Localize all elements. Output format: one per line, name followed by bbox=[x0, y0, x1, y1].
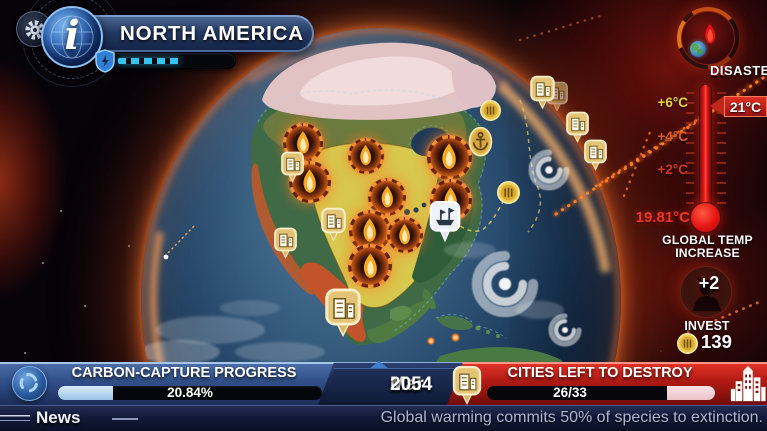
ember-map-icon[interactable] bbox=[427, 337, 435, 345]
cities-count: 26/33 bbox=[553, 385, 587, 400]
region-banner: NORTH AMERICA bbox=[84, 15, 314, 52]
city-pin-map-icon[interactable] bbox=[319, 206, 348, 242]
thermometer-ticks bbox=[686, 92, 694, 208]
globe-lines-icon bbox=[50, 15, 94, 59]
temp-tick-plus4: +4°C bbox=[657, 129, 688, 144]
cities-progress-fill bbox=[666, 386, 715, 400]
region-title: NORTH AMERICA bbox=[120, 22, 304, 45]
fire-disaster-map-icon[interactable] bbox=[346, 242, 394, 290]
city-pin-map-icon[interactable] bbox=[528, 74, 557, 110]
info-icon: i bbox=[64, 12, 80, 59]
city-pin-map-icon[interactable] bbox=[279, 150, 306, 184]
date-panel: Mar 2054 bbox=[326, 368, 454, 402]
city-pin-map-icon[interactable] bbox=[564, 110, 591, 144]
region-progress-bar bbox=[100, 52, 236, 69]
gear-icon bbox=[25, 20, 45, 40]
hurricane-map-icon[interactable] bbox=[471, 250, 539, 318]
base-temperature: 19.81°C bbox=[635, 209, 690, 226]
news-bar: News Global warming commits 50% of speci… bbox=[0, 405, 767, 431]
coin-icon bbox=[677, 333, 698, 354]
investor-silhouette-icon bbox=[692, 277, 722, 312]
skyline-icon bbox=[730, 366, 766, 402]
thermometer-bulb bbox=[690, 202, 721, 233]
coin-map-icon[interactable] bbox=[496, 180, 520, 204]
disaster-button[interactable] bbox=[677, 7, 739, 69]
carbon-progress-bar: 20.84% bbox=[58, 385, 322, 400]
anchor-badge-map-icon[interactable] bbox=[468, 126, 493, 157]
coin-map-icon[interactable] bbox=[479, 99, 501, 121]
current-temp-pointer bbox=[710, 96, 724, 116]
news-decoration-line bbox=[112, 418, 138, 420]
current-temperature: 21°C bbox=[724, 96, 767, 117]
carbon-progress-value: 20.84% bbox=[167, 385, 213, 400]
date-expand-arrow[interactable] bbox=[369, 361, 389, 369]
city-badge-icon bbox=[452, 366, 482, 405]
invest-boost: +2 bbox=[698, 273, 720, 293]
disaster-label: DISASTER bbox=[710, 63, 767, 78]
disaster-count: 10 bbox=[710, 63, 728, 80]
info-button[interactable]: i bbox=[41, 6, 103, 68]
invest-button[interactable]: +2 bbox=[680, 266, 732, 318]
ship-pin-map-icon[interactable] bbox=[427, 199, 463, 243]
hurricane-map-icon[interactable] bbox=[548, 313, 582, 347]
carbon-progress-fill bbox=[58, 386, 114, 400]
hurricane-map-icon[interactable] bbox=[528, 149, 570, 191]
city-pin-large-map-icon[interactable] bbox=[322, 286, 364, 339]
recycle-icon bbox=[19, 373, 38, 393]
thermometer-ticks bbox=[717, 92, 726, 208]
fire-disaster-map-icon[interactable] bbox=[424, 132, 474, 182]
carbon-capture-button[interactable] bbox=[12, 366, 47, 401]
earth-icon bbox=[690, 41, 706, 57]
flame-icon bbox=[703, 21, 717, 45]
fire-disaster-map-icon[interactable] bbox=[346, 136, 386, 176]
global-temp-caption: GLOBAL TEMP INCREASE bbox=[662, 233, 753, 260]
cities-progress-bar: 26/33 bbox=[487, 385, 715, 400]
news-label: News bbox=[36, 408, 81, 427]
settings-button[interactable] bbox=[16, 11, 52, 47]
ember-map-icon[interactable] bbox=[450, 332, 460, 342]
news-decoration-line bbox=[0, 415, 30, 421]
news-ticker: Global warming commits 50% of species to… bbox=[380, 409, 763, 426]
invest-label: INVEST bbox=[684, 319, 730, 333]
shield-icon bbox=[95, 49, 115, 73]
temp-tick-plus2: +2°C bbox=[657, 162, 688, 177]
city-pin-map-icon[interactable] bbox=[272, 226, 299, 260]
coin-count: 139 bbox=[701, 331, 732, 352]
carbon-capture-title: CARBON-CAPTURE PROGRESS bbox=[71, 365, 297, 381]
fire-disaster-map-icon[interactable] bbox=[385, 215, 425, 255]
space-glow bbox=[0, 60, 66, 300]
temp-tick-plus6: +6°C bbox=[657, 95, 688, 110]
cities-title: CITIES LEFT TO DESTROY bbox=[507, 365, 693, 381]
region-progress-dashes bbox=[118, 58, 180, 64]
city-pin-map-icon[interactable] bbox=[582, 138, 609, 172]
